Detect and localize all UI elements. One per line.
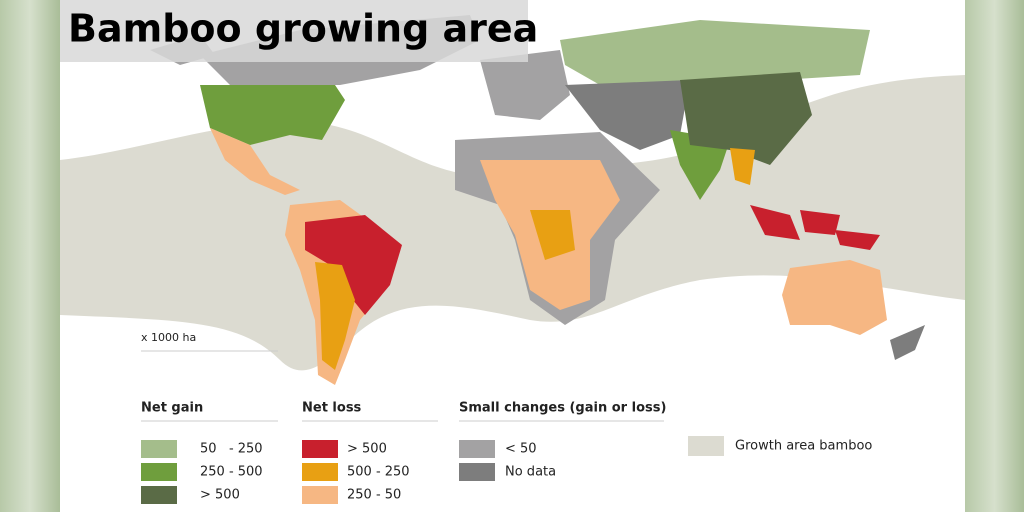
legend-swatch [302,440,338,458]
legend-swatch [459,463,495,481]
legend-swatch [459,440,495,458]
legend-label: 500 - 250 [347,465,410,480]
bamboo-photo-right [965,0,1024,512]
usa [200,85,345,145]
china [680,72,812,165]
legend-label: 50 - 250 [200,442,263,457]
legend-label: < 50 [505,442,537,457]
indonesia [750,205,880,250]
title-box [60,0,528,62]
europe [480,50,570,120]
mexico-central-america [210,128,300,195]
unit-label: x 1000 ha [141,331,196,344]
world-map [60,15,965,385]
legend-swatch [141,486,177,504]
legend: Net gain 50 - 250 250 - 500 > 500 Net loss > … [141,401,872,504]
legend-swatch [302,463,338,481]
title: Bamboo growing area [68,7,538,51]
legend-swatch [141,463,177,481]
russia [560,20,870,85]
legend-label: > 500 [347,442,387,457]
legend-group-title: Net gain [141,401,203,416]
legend-swatch [688,436,724,456]
new-zealand [890,325,925,360]
middle-east-central-asia [565,80,690,150]
argentina [315,262,355,370]
legend-group-title: Net loss [302,401,362,416]
legend-swatch [302,486,338,504]
legend-label: No data [505,465,556,480]
bamboo-photo-left [0,0,60,512]
legend-label: 250 - 50 [347,488,401,503]
legend-label: > 500 [200,488,240,503]
australia [782,260,887,335]
legend-swatch [141,440,177,458]
brazil [305,215,402,315]
legend-label: 250 - 500 [200,465,263,480]
legend-group-title: Small changes (gain or loss) [459,401,666,416]
legend-label: Growth area bamboo [735,439,872,454]
congo [530,210,575,260]
myanmar [730,148,755,185]
